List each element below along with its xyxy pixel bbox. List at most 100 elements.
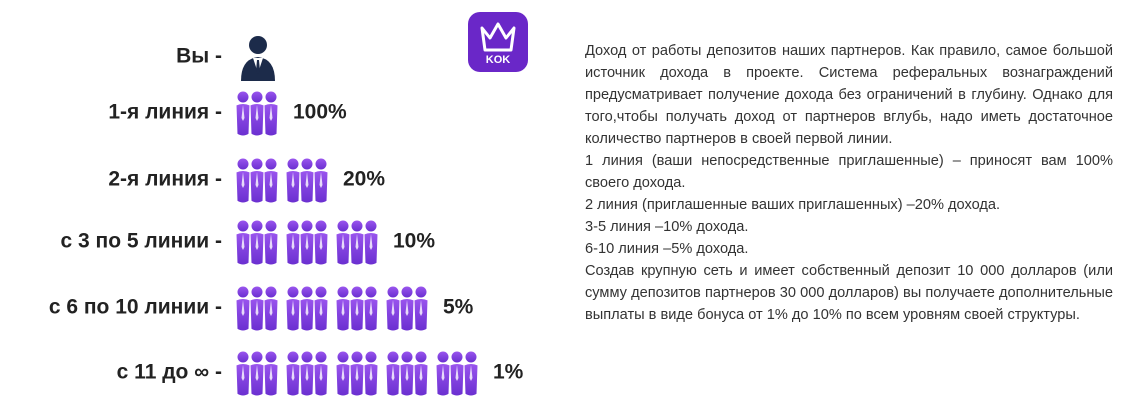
head <box>251 220 263 232</box>
partner-group <box>385 351 429 397</box>
tie <box>255 172 259 188</box>
tie <box>419 300 423 316</box>
partner-group <box>335 220 379 266</box>
logo: KOK <box>468 12 528 72</box>
partner-group <box>285 158 329 204</box>
level-label: с 11 до ∞ - <box>117 361 222 384</box>
head <box>315 158 327 170</box>
tie <box>305 300 309 316</box>
tie <box>241 172 245 188</box>
level-percent: 5% <box>443 296 474 319</box>
head <box>465 351 477 363</box>
tie <box>405 300 409 316</box>
head <box>387 286 399 298</box>
tie <box>355 300 359 316</box>
head <box>351 286 363 298</box>
tie <box>269 172 273 188</box>
head <box>287 286 299 298</box>
head <box>237 286 249 298</box>
partner-group <box>335 286 379 332</box>
tie <box>255 365 259 381</box>
tie <box>291 172 295 188</box>
tie <box>305 365 309 381</box>
head <box>251 91 263 103</box>
tie <box>269 105 273 121</box>
partner-group <box>435 351 479 397</box>
head <box>301 351 313 363</box>
head <box>415 351 427 363</box>
tie <box>419 365 423 381</box>
tie <box>256 60 260 74</box>
description-paragraph: 3-5 линия –10% дохода. <box>585 219 749 235</box>
head <box>265 158 277 170</box>
tie <box>391 300 395 316</box>
head <box>287 220 299 232</box>
head <box>301 158 313 170</box>
description: Доход от работы депозитов наших партнеро… <box>585 40 1113 326</box>
head <box>265 351 277 363</box>
partner-group <box>235 351 279 397</box>
head <box>315 351 327 363</box>
partner-group <box>235 158 279 204</box>
level-percent: 100% <box>293 101 347 124</box>
partner-group <box>285 220 329 266</box>
partner-group <box>235 220 279 266</box>
you-icon <box>241 36 275 81</box>
tie <box>341 300 345 316</box>
head <box>365 286 377 298</box>
tie <box>369 234 373 250</box>
head <box>401 286 413 298</box>
tie <box>341 234 345 250</box>
partner-group <box>285 351 329 397</box>
tie <box>319 300 323 316</box>
head <box>415 286 427 298</box>
description-paragraph: Создав крупную сеть и имеет собственный … <box>585 263 1113 323</box>
tie <box>405 365 409 381</box>
level-percent: 20% <box>343 168 385 191</box>
level-label: Вы - <box>176 45 222 68</box>
tie <box>341 365 345 381</box>
tie <box>291 365 295 381</box>
head <box>287 158 299 170</box>
tie <box>305 172 309 188</box>
head <box>237 91 249 103</box>
head <box>301 286 313 298</box>
tie <box>369 365 373 381</box>
head <box>251 158 263 170</box>
tie <box>241 365 245 381</box>
head <box>301 220 313 232</box>
tie <box>255 105 259 121</box>
head <box>437 351 449 363</box>
tie <box>305 234 309 250</box>
partner-group <box>335 351 379 397</box>
level-label: с 6 по 10 линии - <box>49 296 222 319</box>
tie <box>469 365 473 381</box>
tie <box>319 234 323 250</box>
head <box>287 351 299 363</box>
head <box>365 351 377 363</box>
head <box>237 220 249 232</box>
head <box>401 351 413 363</box>
partner-group <box>385 286 429 332</box>
description-paragraph: 1 линия (ваши непосредственные приглашен… <box>585 153 1113 191</box>
partner-group <box>235 286 279 332</box>
head <box>337 351 349 363</box>
head <box>265 220 277 232</box>
tie <box>291 300 295 316</box>
level-label: 2-я линия - <box>108 168 222 191</box>
tie <box>255 300 259 316</box>
tie <box>441 365 445 381</box>
logo-text: KOK <box>486 54 511 66</box>
tie <box>355 365 359 381</box>
level-label: с 3 по 5 линии - <box>61 230 222 253</box>
head <box>251 351 263 363</box>
levels-diagram: KOK Вы - 1-я линия - 100% 2-я линия - 20% с 3… <box>49 12 528 397</box>
tie <box>241 300 245 316</box>
tie <box>355 234 359 250</box>
tie <box>269 234 273 250</box>
tie <box>269 365 273 381</box>
head <box>337 286 349 298</box>
tie <box>319 365 323 381</box>
head <box>249 36 267 54</box>
